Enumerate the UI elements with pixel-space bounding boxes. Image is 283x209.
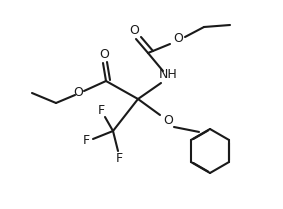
Text: F: F xyxy=(82,135,89,148)
Text: O: O xyxy=(163,115,173,127)
Text: F: F xyxy=(115,153,123,166)
Text: O: O xyxy=(73,87,83,99)
Text: F: F xyxy=(97,103,104,116)
Text: O: O xyxy=(173,32,183,45)
Text: O: O xyxy=(99,48,109,61)
Text: O: O xyxy=(129,24,139,37)
Text: NH: NH xyxy=(159,69,177,82)
